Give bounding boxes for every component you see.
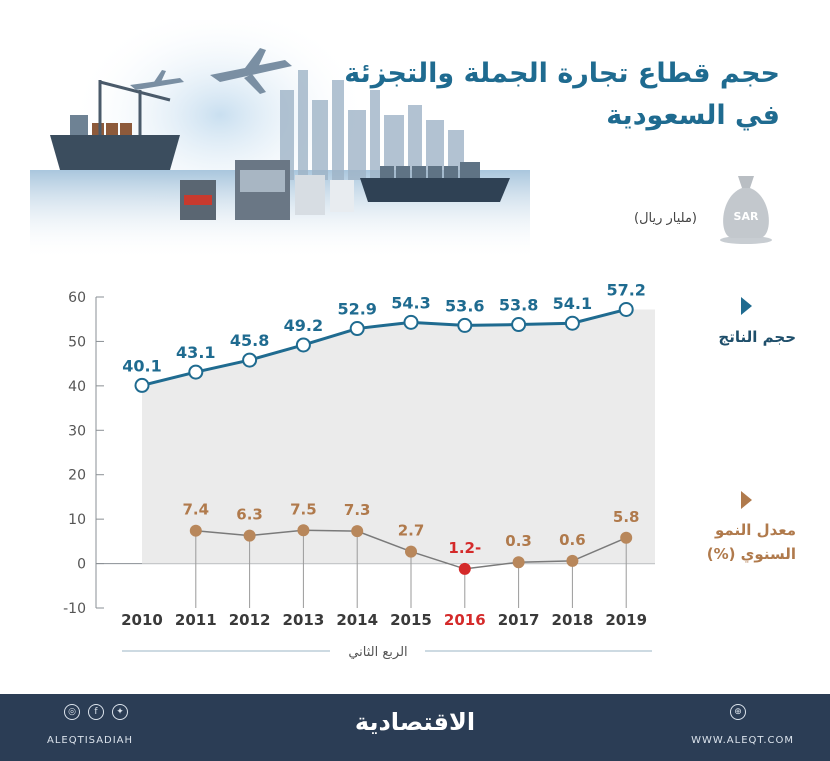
growth-point [405, 545, 417, 558]
output-point [134, 377, 150, 393]
x-tick-label: 2010 [121, 611, 163, 629]
output-point [403, 314, 419, 330]
y-tick-label: 10 [68, 512, 86, 528]
y-tick-label: 0 [77, 557, 86, 573]
output-data-label: 49.2 [284, 316, 323, 335]
growth-data-label: 2.7 [398, 522, 425, 540]
unit-label: (مليار ريال) [634, 211, 698, 226]
y-tick-label: 20 [68, 468, 86, 484]
brand-logo: الاقتصادية [354, 708, 476, 736]
x-tick-label: 2017 [498, 611, 540, 629]
y-tick-label: 50 [68, 334, 86, 350]
output-point [242, 352, 258, 368]
legend-growth-line1: معدل النمو [714, 521, 796, 539]
money-bag-icon: SAR [720, 176, 772, 244]
output-data-label: 52.9 [337, 300, 376, 319]
output-point [295, 337, 311, 353]
growth-point [351, 525, 364, 538]
y-tick-label: 30 [68, 423, 86, 439]
y-tick-label: -10 [63, 601, 86, 617]
growth-point [512, 556, 525, 569]
output-data-label: 53.8 [499, 296, 538, 315]
x-tick-label: 2013 [283, 611, 325, 629]
x-tick-label: 2018 [552, 611, 594, 629]
growth-point [243, 529, 256, 542]
header-illustration [30, 20, 530, 260]
line-chart: -10 0 10 20 30 40 50 60 40.1 43.1 45.8 49.2 52.9 54.3… [63, 280, 655, 660]
instagram-icon[interactable]: ◎ [64, 704, 80, 720]
output-line [141, 307, 627, 387]
globe-icon[interactable]: ⊕ [730, 704, 746, 720]
y-tick-label: 60 [68, 290, 86, 306]
growth-point [566, 554, 579, 567]
x-axis-caption: الربع الثاني [348, 645, 407, 660]
output-point [511, 317, 527, 333]
legend-output-label: حجم الناتج [718, 328, 796, 346]
output-point [349, 321, 365, 337]
output-area [142, 309, 655, 564]
growth-point [189, 524, 202, 537]
facebook-icon[interactable]: f [88, 704, 104, 720]
legend-marker-output [741, 297, 752, 315]
chart-subtitle: في السعودية [606, 100, 780, 131]
website-url[interactable]: WWW.ALEQT.COM [691, 735, 794, 746]
growth-data-label: 1.2- [448, 539, 481, 557]
growth-data-label: 6.3 [236, 506, 263, 524]
growth-data-label: 5.8 [613, 508, 640, 526]
output-data-label: 54.3 [391, 293, 430, 312]
output-data-label: 45.8 [230, 331, 269, 350]
y-tick-label: 40 [68, 379, 86, 395]
x-tick-label: 2019 [605, 611, 647, 629]
twitter-icon[interactable]: ✦ [112, 704, 128, 720]
x-tick-label: 2015 [390, 611, 432, 629]
output-point [457, 317, 473, 333]
output-point [618, 301, 634, 317]
growth-data-label: 0.6 [559, 531, 586, 549]
social-handle[interactable]: ALEQTISADIAH [47, 735, 134, 746]
legend-growth-line2: السنوي (%) [706, 545, 796, 563]
growth-data-label: 7.4 [183, 501, 210, 519]
output-data-label: 40.1 [122, 356, 161, 375]
growth-data-label: 7.3 [344, 501, 371, 519]
output-data-label: 57.2 [606, 280, 645, 299]
output-point [564, 315, 580, 331]
output-point [188, 364, 204, 380]
output-data-label: 53.6 [445, 296, 484, 315]
growth-point [297, 524, 310, 537]
output-data-label: 54.1 [553, 294, 592, 313]
chart-title: حجم قطاع تجارة الجملة والتجزئة [344, 58, 780, 89]
footer-bar: ◎ f ✦ ALEQTISADIAH الاقتصادية ⊕ WWW.ALEQ… [0, 694, 830, 761]
growth-point [620, 531, 633, 544]
x-tick-label: 2016 [444, 611, 486, 629]
x-tick-label: 2011 [175, 611, 217, 629]
legend-marker-growth [741, 491, 752, 509]
growth-data-label: 7.5 [290, 500, 317, 518]
bag-label: SAR [734, 210, 759, 223]
growth-point [458, 562, 471, 575]
output-data-label: 43.1 [176, 343, 215, 362]
x-tick-label: 2014 [336, 611, 378, 629]
growth-data-label: 0.3 [505, 532, 532, 550]
legend-growth-label: معدل النمو السنوي (%) [707, 518, 796, 566]
x-tick-label: 2012 [229, 611, 271, 629]
